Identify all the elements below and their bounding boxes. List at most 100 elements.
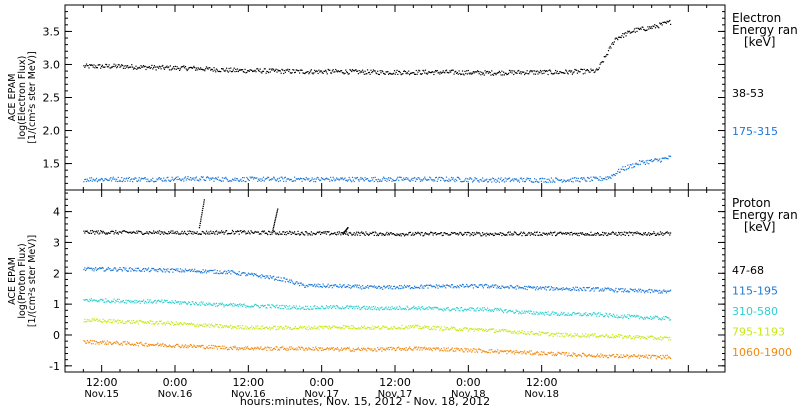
data-point (156, 269, 158, 271)
data-point (496, 179, 498, 181)
data-point (602, 314, 604, 316)
data-point (599, 176, 601, 178)
data-point (300, 346, 302, 348)
data-point (229, 270, 231, 272)
data-point (262, 70, 264, 72)
data-point (305, 308, 307, 310)
data-point (342, 348, 344, 350)
data-point (310, 231, 312, 233)
data-point (116, 270, 119, 272)
data-point (617, 317, 619, 319)
data-point (188, 269, 190, 271)
data-point (499, 232, 501, 234)
data-point (621, 231, 623, 234)
data-point (664, 157, 666, 159)
data-point (95, 177, 98, 179)
plot-frame (64, 4, 726, 191)
data-point (461, 349, 464, 351)
data-point (108, 232, 110, 234)
data-point (351, 328, 354, 330)
data-point (466, 70, 468, 72)
data-point (193, 231, 195, 233)
data-point (487, 181, 490, 183)
data-point (248, 328, 250, 330)
data-point (159, 268, 161, 270)
data-point (217, 326, 219, 328)
data-point (484, 308, 486, 310)
data-point (212, 269, 214, 272)
data-point (209, 326, 211, 328)
data-point (448, 234, 450, 236)
data-point (261, 348, 263, 351)
data-point (118, 64, 120, 66)
data-point (668, 317, 670, 319)
data-point (252, 176, 254, 178)
data-point (524, 180, 526, 183)
data-point (356, 231, 358, 233)
data-point (629, 232, 631, 234)
data-point (269, 233, 271, 236)
data-point (357, 305, 359, 307)
data-point (283, 327, 285, 329)
data-point (275, 68, 277, 70)
data-point (294, 327, 296, 329)
data-point (600, 234, 602, 236)
data-point (351, 234, 354, 236)
data-point (649, 159, 651, 162)
data-point (356, 70, 359, 72)
data-point (565, 332, 567, 334)
data-point (493, 72, 495, 74)
data-point (503, 234, 505, 236)
data-point (268, 230, 270, 232)
data-point (367, 307, 370, 309)
data-point (460, 307, 462, 309)
data-point (475, 233, 477, 235)
data-point (252, 232, 254, 234)
data-point (618, 316, 620, 318)
data-point (489, 309, 491, 311)
data-point (591, 234, 593, 236)
data-point (200, 345, 202, 347)
data-point (278, 177, 281, 179)
data-point (607, 234, 609, 236)
data-point (295, 349, 297, 351)
data-point (362, 177, 364, 179)
data-point (393, 347, 395, 349)
data-point (536, 286, 538, 288)
data-point (292, 69, 294, 71)
data-point (585, 70, 587, 72)
data-point (277, 233, 279, 235)
data-point (367, 287, 370, 289)
data-point (330, 232, 333, 234)
data-point (504, 309, 506, 311)
data-point (238, 180, 240, 182)
data-point (382, 178, 384, 180)
data-point (127, 342, 129, 344)
data-point (422, 285, 424, 287)
data-point (195, 271, 197, 273)
data-point (161, 232, 163, 234)
data-point (648, 28, 650, 30)
data-point (423, 178, 425, 180)
data-point (434, 180, 436, 182)
data-point (392, 328, 394, 330)
data-point (162, 343, 164, 345)
data-point (278, 307, 280, 309)
data-point (670, 232, 672, 234)
data-point (155, 69, 157, 71)
data-point (327, 308, 329, 310)
data-point (388, 346, 390, 349)
data-point (435, 70, 437, 72)
data-point (107, 266, 109, 269)
data-point (463, 180, 465, 182)
data-point (184, 268, 187, 270)
data-point (332, 305, 334, 307)
data-point (105, 342, 107, 344)
data-point (581, 289, 584, 291)
data-point (189, 304, 192, 306)
data-point (656, 337, 658, 340)
data-point (379, 179, 381, 181)
data-point (104, 270, 106, 272)
data-point (199, 324, 201, 326)
data-point (89, 267, 91, 269)
